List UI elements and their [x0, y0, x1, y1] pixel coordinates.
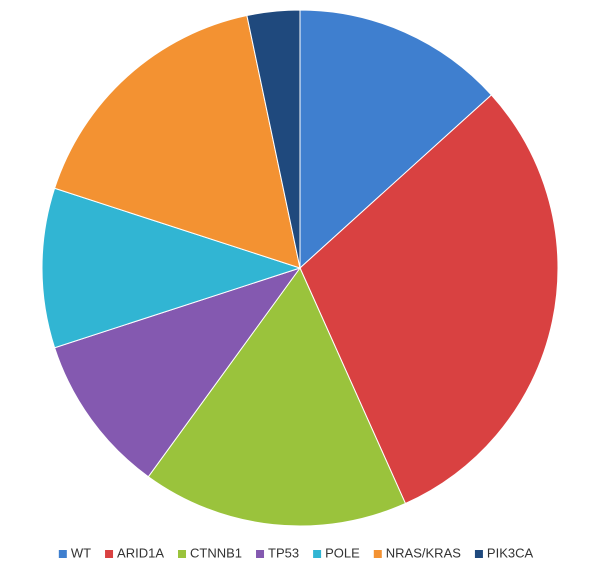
pie-slice: [53, 267, 302, 478]
legend: WT ARID1A CTNNB1 TP53 POLE NRAS/KRAS PIK3CA: [58, 545, 534, 560]
pie-slice: [299, 94, 559, 505]
pie-slice: [299, 9, 493, 270]
legend-label: ARID1A: [117, 545, 164, 560]
legend-swatch: [58, 550, 67, 558]
pie-slice: [147, 267, 407, 527]
legend-label: NRAS/KRAS: [386, 545, 461, 560]
legend-label: CTNNB1: [190, 545, 242, 560]
pie-slice: [41, 187, 302, 349]
legend-swatch: [313, 550, 322, 558]
legend-label: TP53: [268, 545, 299, 560]
legend-swatch: [474, 550, 483, 558]
pie-slice: [246, 9, 301, 269]
legend-swatch: [178, 550, 187, 558]
pie: [41, 9, 559, 527]
legend-swatch: [105, 550, 114, 558]
legend-label: PIK3CA: [487, 545, 534, 560]
legend-label: POLE: [325, 545, 360, 560]
legend-swatch: [256, 550, 265, 558]
legend-label: WT: [71, 545, 91, 560]
legend-swatch: [373, 550, 382, 558]
pie-slice: [53, 14, 301, 269]
